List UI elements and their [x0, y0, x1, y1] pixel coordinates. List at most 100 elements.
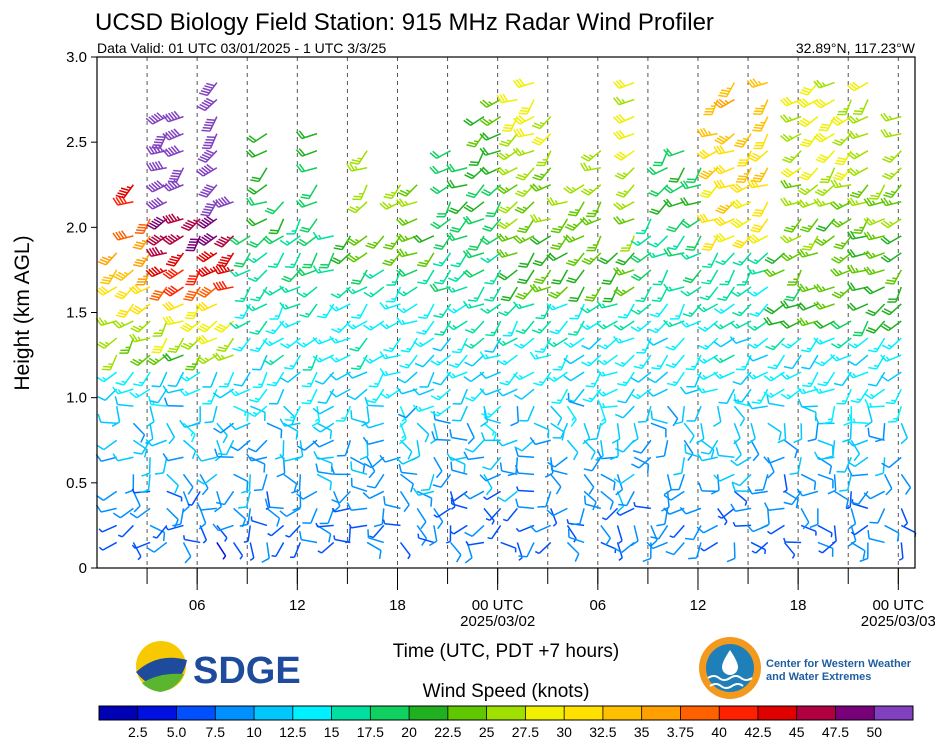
wind-barb-half-feather — [889, 221, 894, 225]
wind-barb — [396, 248, 418, 258]
wind-barb-feather — [655, 455, 665, 459]
wind-barb-feather — [276, 472, 285, 478]
wind-barb-half-feather — [142, 257, 147, 260]
wind-barb — [195, 453, 218, 462]
wind-barb-feather — [547, 293, 557, 299]
wind-barb — [531, 133, 552, 146]
wind-barb-feather — [97, 260, 107, 266]
wind-barb-half-feather — [857, 190, 863, 194]
wind-barb — [379, 454, 401, 463]
wind-barb-staff — [849, 423, 852, 440]
wind-barb — [312, 265, 334, 274]
wind-barb-feather — [499, 152, 508, 159]
wind-barb-feather — [713, 421, 722, 428]
wind-barb — [651, 354, 669, 370]
wind-barb — [864, 398, 885, 408]
wind-barb-feather — [496, 359, 506, 366]
wind-barb-staff — [316, 422, 332, 432]
wind-barb-feather — [499, 233, 506, 241]
wind-barb — [682, 303, 702, 318]
wind-barb-half-feather — [137, 556, 142, 561]
wind-barb-half-feather — [753, 291, 758, 296]
wind-barb-feather — [614, 362, 624, 368]
wind-barb — [429, 150, 451, 160]
wind-barb-feather — [613, 97, 620, 106]
wind-barb-staff — [266, 491, 271, 508]
wind-barb-feather — [262, 289, 271, 296]
wind-barb-feather — [430, 395, 439, 401]
wind-barb — [466, 422, 475, 445]
wind-barb-feather — [513, 394, 522, 400]
wind-barb-half-feather — [636, 309, 642, 313]
legend-label-14: 3.75 — [667, 724, 694, 740]
wind-barb-feather — [203, 266, 211, 274]
wind-barb — [98, 524, 117, 533]
wind-barb-feather — [215, 352, 222, 360]
legend-label-10: 27.5 — [512, 724, 539, 740]
wind-barb-feather — [874, 472, 884, 477]
wind-barb-feather — [483, 410, 487, 419]
wind-barb — [479, 351, 501, 360]
wind-barb-feather — [220, 236, 229, 242]
wind-barb-feather — [853, 453, 861, 462]
wind-barb-feather — [145, 146, 152, 155]
wind-barb-half-feather — [539, 381, 544, 384]
wind-barb — [784, 439, 798, 459]
wind-barb — [115, 184, 134, 199]
wind-barb-half-feather — [673, 245, 678, 248]
wind-barb-staff — [344, 440, 352, 456]
wind-barb — [347, 388, 368, 401]
wind-barb-feather — [499, 221, 508, 228]
wind-barb-staff — [579, 508, 585, 524]
wind-barb-staff — [466, 422, 475, 438]
wind-barb-feather — [151, 236, 160, 243]
wind-barb-feather — [749, 235, 757, 243]
wind-barb — [633, 456, 650, 473]
wind-barb — [129, 333, 151, 343]
legend-swatch-0 — [99, 706, 139, 720]
wind-barb-feather — [782, 253, 791, 260]
wind-barb — [319, 252, 335, 269]
wind-barb — [880, 235, 902, 245]
wind-barb-feather — [206, 215, 215, 222]
wind-barb-feather — [668, 225, 677, 230]
wind-barb-feather — [299, 238, 308, 245]
wind-barb-half-feather — [220, 354, 225, 359]
wind-barb — [830, 353, 852, 362]
wind-barb-half-feather — [154, 358, 160, 362]
wind-barb-feather — [398, 233, 406, 241]
wind-barb — [481, 405, 502, 418]
wind-barb-staff — [500, 541, 516, 549]
wind-barb — [396, 303, 418, 314]
wind-barb — [613, 79, 635, 90]
wind-barb-staff — [791, 490, 802, 505]
wind-barb-feather — [114, 294, 123, 300]
wind-barb-feather — [610, 455, 619, 461]
wind-barb-feather — [112, 453, 119, 462]
wind-barb-staff — [533, 422, 549, 431]
wind-barb — [516, 269, 535, 285]
wind-barb — [479, 147, 501, 156]
wind-barb-half-feather — [618, 338, 623, 343]
wind-barb — [796, 98, 819, 108]
wind-barb-half-feather — [401, 319, 406, 325]
wind-barb-feather — [720, 89, 730, 93]
wind-barb — [515, 167, 535, 181]
wind-barb-feather — [115, 381, 125, 386]
wind-barb — [480, 184, 502, 197]
wind-barb-half-feather — [484, 354, 489, 359]
wind-barb-staff — [633, 525, 639, 542]
wind-barb-staff — [434, 438, 451, 441]
wind-barb-feather — [746, 266, 753, 275]
y-tick-label-5: 2.5 — [66, 134, 87, 151]
wind-barb-half-feather — [537, 328, 543, 332]
wind-barb-feather — [486, 212, 496, 215]
wind-barb-staff — [354, 388, 368, 401]
wind-barb — [796, 488, 819, 497]
wind-barb-feather — [669, 177, 679, 181]
wind-barb-feather — [529, 525, 537, 533]
wind-barb-feather — [646, 464, 650, 473]
wind-barb — [484, 337, 502, 353]
wind-barb — [233, 405, 249, 422]
